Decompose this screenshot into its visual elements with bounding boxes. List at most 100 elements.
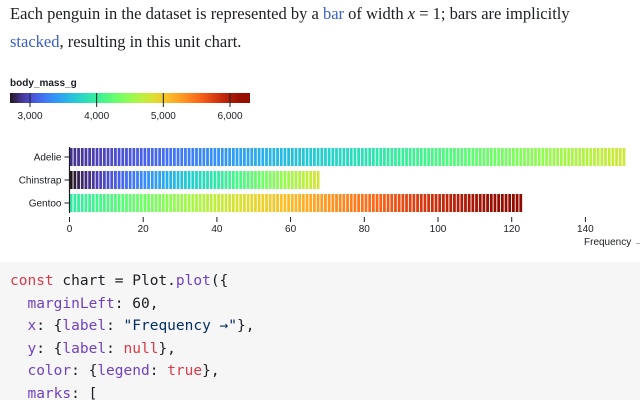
bar-unit	[77, 148, 80, 166]
bar-unit	[114, 194, 117, 212]
x-tick-label: 120	[503, 224, 520, 235]
color-legend: body_mass_g 3,000 4,000 5,000 6,000	[10, 78, 250, 122]
bar-unit	[486, 148, 489, 166]
legend-tick-label: 4,000	[84, 111, 109, 122]
bar-unit	[320, 148, 324, 166]
bar-unit	[301, 171, 305, 189]
bar-unit	[434, 148, 438, 166]
bar-unit	[180, 148, 184, 166]
bar-unit	[84, 171, 88, 189]
bar-unit	[209, 194, 213, 212]
bar-unit	[456, 194, 460, 212]
bar-unit	[158, 171, 162, 189]
bar-link[interactable]: bar	[322, 4, 345, 23]
bar-unit	[412, 194, 416, 212]
bar-unit	[220, 171, 224, 189]
bar-unit	[489, 194, 493, 212]
bar-unit	[125, 171, 128, 189]
bar-unit	[324, 148, 327, 166]
bar-unit	[117, 194, 121, 212]
bar-unit	[106, 148, 110, 166]
bar-unit	[161, 171, 165, 189]
bar-unit	[80, 194, 84, 212]
bar-unit	[353, 194, 357, 212]
bar-unit	[445, 194, 449, 212]
bar-unit	[217, 148, 220, 166]
bar-unit	[515, 194, 519, 212]
bar-unit	[139, 148, 143, 166]
bar-unit	[287, 194, 290, 212]
bar-unit	[578, 148, 582, 166]
bar-unit	[106, 194, 110, 212]
bar-unit	[316, 171, 320, 189]
bar-unit	[235, 148, 239, 166]
bar-unit	[150, 194, 154, 212]
bar-unit	[150, 171, 154, 189]
bar-unit	[132, 171, 136, 189]
bar-unit	[231, 171, 235, 189]
bar-unit	[346, 148, 349, 166]
bar-unit	[353, 148, 357, 166]
bar-unit	[416, 194, 419, 212]
bar-unit	[154, 148, 158, 166]
bar-unit	[91, 194, 95, 212]
bar-unit	[139, 194, 143, 212]
bar-unit	[615, 148, 618, 166]
bar-unit	[290, 171, 294, 189]
bar-unit	[408, 194, 412, 212]
bar-unit	[147, 148, 150, 166]
bar-unit	[548, 148, 552, 166]
bar-unit	[147, 171, 150, 189]
bar-unit	[434, 194, 438, 212]
bar-unit	[235, 171, 239, 189]
bar-unit	[475, 194, 478, 212]
bar-unit	[287, 148, 290, 166]
bar-unit	[206, 148, 209, 166]
bar-unit	[110, 148, 114, 166]
x-tick-label: 0	[67, 224, 73, 235]
bar-unit	[184, 148, 187, 166]
bar-unit	[327, 194, 331, 212]
bar-unit	[290, 194, 294, 212]
bar-unit	[91, 148, 95, 166]
bar-unit	[161, 194, 165, 212]
x-tick-label: 20	[138, 224, 150, 235]
bar-unit	[438, 148, 442, 166]
bar-unit	[99, 171, 103, 189]
bar-unit	[530, 148, 534, 166]
bar-unit	[114, 171, 117, 189]
bar-unit	[125, 194, 128, 212]
bar-unit	[265, 194, 268, 212]
bar-unit	[607, 148, 611, 166]
bar-unit	[585, 148, 589, 166]
bar-unit	[445, 148, 449, 166]
bar-unit	[567, 148, 571, 166]
x-tick-label: 60	[285, 224, 297, 235]
bar-unit	[69, 148, 73, 166]
bar-unit	[493, 148, 497, 166]
bar-unit	[534, 148, 537, 166]
y-tick-label: Adelie	[34, 153, 62, 164]
bar-unit	[121, 148, 125, 166]
bar-unit	[235, 194, 239, 212]
description-line-2: stacked, resulting in this unit chart.	[10, 32, 242, 51]
bar-unit	[482, 194, 486, 212]
bar-unit	[456, 148, 460, 166]
bar-unit	[283, 171, 287, 189]
bar-unit	[364, 148, 368, 166]
bar-unit	[570, 148, 574, 166]
bar-unit	[143, 171, 147, 189]
bar-unit	[279, 148, 283, 166]
stacked-link[interactable]: stacked	[10, 32, 60, 51]
bar-unit	[88, 171, 92, 189]
bar-unit	[279, 171, 283, 189]
bar-unit	[298, 171, 302, 189]
bar-unit	[187, 148, 191, 166]
legend-title: body_mass_g	[10, 78, 77, 89]
bar-unit	[335, 148, 338, 166]
bar-unit	[375, 194, 379, 212]
bar-unit	[169, 171, 173, 189]
bar-unit	[390, 148, 394, 166]
bar-unit	[611, 148, 615, 166]
bar-unit	[176, 194, 180, 212]
